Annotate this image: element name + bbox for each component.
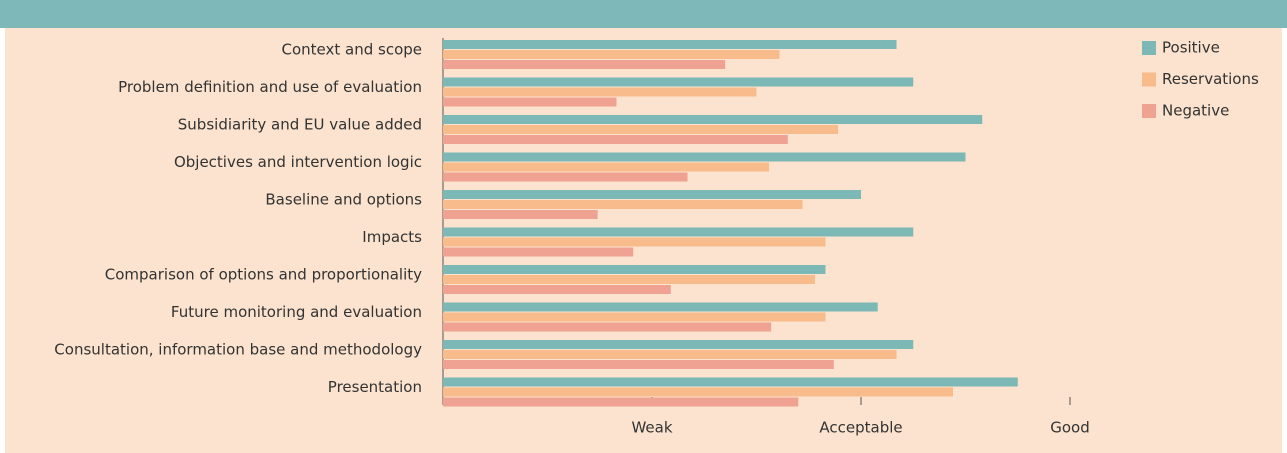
bar xyxy=(443,360,834,369)
bar xyxy=(443,397,799,407)
bar xyxy=(443,340,914,349)
bar xyxy=(443,162,770,172)
legend-swatch xyxy=(1142,104,1156,118)
bar xyxy=(443,77,914,87)
bar xyxy=(443,135,788,144)
legend-label: Negative xyxy=(1162,102,1229,120)
y-tick-label: Consultation, information base and metho… xyxy=(54,341,422,359)
bar xyxy=(443,115,983,124)
y-tick-label: Future monitoring and evaluation xyxy=(171,303,422,321)
legend-swatch xyxy=(1142,72,1156,87)
bar xyxy=(443,302,878,312)
bar xyxy=(443,387,953,397)
legend-swatch xyxy=(1142,41,1156,55)
bar xyxy=(443,227,914,237)
y-tick-label: Objectives and intervention logic xyxy=(174,153,422,171)
bar xyxy=(443,40,897,49)
bar xyxy=(443,152,966,162)
y-tick-label: Context and scope xyxy=(281,41,422,59)
bar xyxy=(443,322,772,332)
y-tick-label: Impacts xyxy=(362,228,422,246)
x-tick-label: Weak xyxy=(631,419,672,437)
y-tick-label: Presentation xyxy=(328,378,422,396)
bar xyxy=(443,172,688,182)
bar xyxy=(443,210,598,219)
x-tick-label: Acceptable xyxy=(819,419,902,437)
bar xyxy=(443,50,780,59)
bar xyxy=(443,125,839,134)
bar xyxy=(443,247,634,257)
y-tick-label: Subsidiarity and EU value added xyxy=(178,116,422,134)
legend-label: Positive xyxy=(1162,39,1220,57)
y-tick-label: Baseline and options xyxy=(265,191,422,209)
bar xyxy=(443,60,726,69)
bar xyxy=(443,200,803,209)
bar xyxy=(443,97,617,107)
bar xyxy=(443,285,671,294)
bar xyxy=(443,237,826,247)
bar xyxy=(443,87,757,97)
bar xyxy=(443,377,1018,387)
x-tick-label: Good xyxy=(1050,419,1090,437)
bar xyxy=(443,275,816,284)
y-tick-label: Problem definition and use of evaluation xyxy=(118,78,422,96)
legend-label: Reservations xyxy=(1162,70,1259,88)
y-tick-label: Comparison of options and proportionalit… xyxy=(105,266,422,284)
header-banner xyxy=(0,0,1287,28)
bar xyxy=(443,265,826,274)
bar xyxy=(443,350,897,359)
bar xyxy=(443,190,861,199)
bar xyxy=(443,312,826,322)
